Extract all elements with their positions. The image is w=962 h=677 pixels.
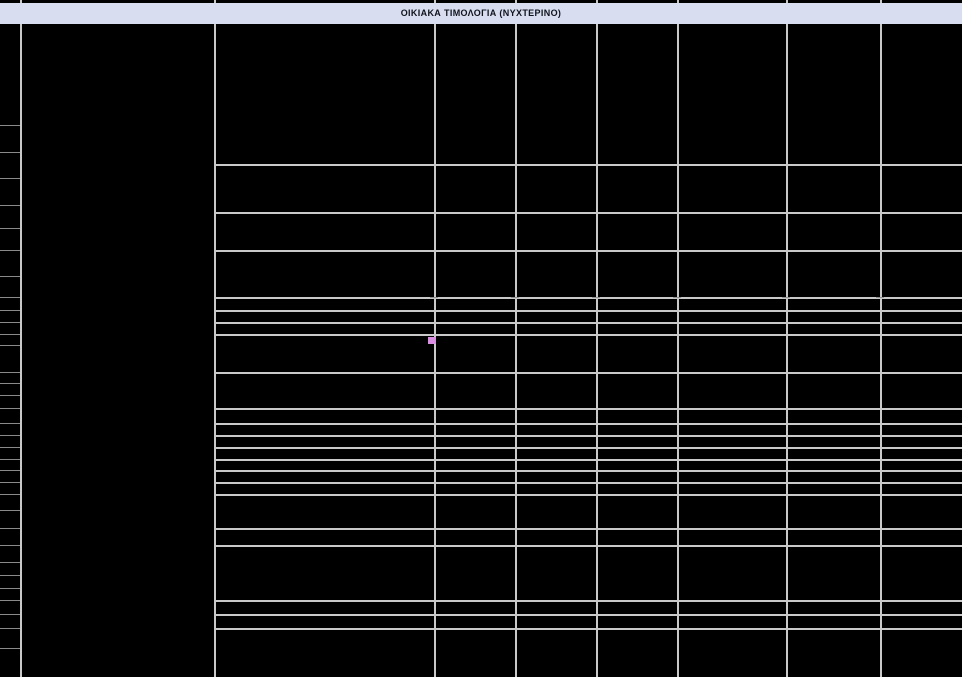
gutter-row-tick <box>0 447 20 448</box>
gutter-row-tick <box>0 423 20 424</box>
table-cell[interactable] <box>788 26 878 162</box>
row-edge-18 <box>214 545 962 547</box>
table-cell[interactable] <box>882 26 960 162</box>
row-stub <box>876 297 884 298</box>
row-edge-5 <box>214 310 962 312</box>
gutter-row-tick <box>0 322 20 323</box>
column-edge-b <box>214 24 216 677</box>
gutter-row-tick <box>0 470 20 471</box>
table-cell[interactable] <box>216 336 432 370</box>
gutter-row-tick <box>0 494 20 495</box>
table-cell[interactable] <box>22 26 212 162</box>
gutter-row-tick <box>0 205 20 206</box>
gutter-row-tick <box>0 588 20 589</box>
column-stub-g <box>786 0 788 3</box>
table-cell[interactable] <box>216 26 432 162</box>
gutter-row-tick <box>0 562 20 563</box>
row-edge-10 <box>214 423 962 425</box>
gutter-row-tick <box>0 614 20 615</box>
row-stub <box>430 297 438 298</box>
gutter-row-tick <box>0 334 20 335</box>
row-stub <box>511 297 519 298</box>
table-cell[interactable] <box>216 252 432 295</box>
gutter-row-tick <box>0 125 20 126</box>
gutter-row-tick <box>0 372 20 373</box>
row-stub <box>592 297 600 298</box>
column-edge-e <box>596 24 598 677</box>
gutter-row-tick <box>0 297 20 298</box>
table-cell[interactable] <box>216 214 432 248</box>
row-edge-17 <box>214 528 962 530</box>
table-cell[interactable] <box>436 26 513 162</box>
gutter-row-tick <box>0 152 20 153</box>
row-edge-16 <box>214 494 962 496</box>
row-edge-11 <box>214 435 962 437</box>
row-stub <box>673 297 681 298</box>
row-edge-19 <box>214 600 962 602</box>
table-cell[interactable] <box>679 26 784 162</box>
cell-cursor-marker[interactable] <box>428 337 436 344</box>
row-stub <box>782 297 790 298</box>
row-edge-12 <box>214 447 962 449</box>
column-stub-f <box>677 0 679 3</box>
column-stub-e <box>596 0 598 3</box>
gutter-row-tick <box>0 545 20 546</box>
row-edge-6 <box>214 322 962 324</box>
sheet-title-band[interactable]: ΟΙΚΙΑΚΑ ΤΙΜΟΛΟΓΙΑ (ΝΥΧΤΕΡΙΝΟ) <box>0 3 962 24</box>
gutter-row-tick <box>0 383 20 384</box>
table-cell[interactable] <box>216 547 432 598</box>
column-edge-a <box>20 24 22 677</box>
column-edge-d <box>515 24 517 677</box>
gutter-row-tick <box>0 528 20 529</box>
gutter-row-tick <box>0 628 20 629</box>
column-stub-d <box>515 0 517 3</box>
gutter-row-tick <box>0 575 20 576</box>
sheet-title-text: ΟΙΚΙΑΚΑ ΤΙΜΟΛΟΓΙΑ (ΝΥΧΤΕΡΙΝΟ) <box>400 8 562 18</box>
row-edge-7 <box>214 334 962 336</box>
column-edge-f <box>677 24 679 677</box>
gutter-row-tick <box>0 600 20 601</box>
table-cell[interactable] <box>216 630 432 675</box>
table-cell[interactable] <box>517 26 594 162</box>
row-edge-14 <box>214 470 962 472</box>
gutter-row-tick <box>0 345 20 346</box>
column-stub-a <box>20 0 22 3</box>
column-edge-c <box>434 24 436 677</box>
gutter-row-tick <box>0 482 20 483</box>
gutter-row-tick <box>0 510 20 511</box>
row-edge-9 <box>214 408 962 410</box>
column-stub-b <box>214 0 216 3</box>
row-edge-21 <box>214 628 962 630</box>
row-edge-13 <box>214 459 962 461</box>
gutter-row-tick <box>0 408 20 409</box>
table-cell[interactable] <box>216 496 432 526</box>
gutter-row-tick <box>0 276 20 277</box>
column-edge-h <box>880 24 882 677</box>
gutter-row-tick <box>0 459 20 460</box>
gutter-row-tick <box>0 648 20 649</box>
table-cell[interactable] <box>216 166 432 210</box>
row-edge-15 <box>214 482 962 484</box>
column-edge-g <box>786 24 788 677</box>
gutter-row-tick <box>0 310 20 311</box>
row-edge-20 <box>214 614 962 616</box>
gutter-row-tick <box>0 250 20 251</box>
row-edge-4 <box>214 297 962 299</box>
row-edge-8 <box>214 372 962 374</box>
table-cell[interactable] <box>216 374 432 406</box>
row-edge-1 <box>214 164 962 166</box>
row-edge-2 <box>214 212 962 214</box>
gutter-row-tick <box>0 435 20 436</box>
column-stub-c <box>434 0 436 3</box>
table-cell[interactable] <box>598 26 675 162</box>
gutter-row-tick <box>0 178 20 179</box>
gutter-row-tick <box>0 395 20 396</box>
row-edge-3 <box>214 250 962 252</box>
gutter-row-tick <box>0 228 20 229</box>
column-stub-h <box>880 0 882 3</box>
